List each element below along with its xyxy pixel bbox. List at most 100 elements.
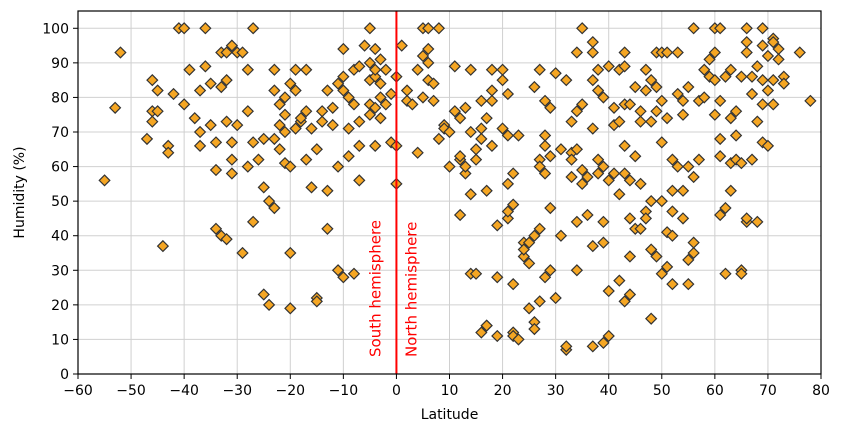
data-point — [278, 108, 292, 121]
data-point — [623, 250, 637, 263]
data-point — [698, 63, 711, 76]
data-point — [740, 212, 753, 225]
data-point — [331, 264, 345, 277]
data-point — [629, 150, 642, 163]
data-point — [416, 91, 430, 104]
x-tick-label: −60 — [63, 383, 93, 399]
data-point — [570, 46, 584, 59]
data-point — [252, 153, 265, 166]
data-point — [767, 35, 780, 49]
data-point — [321, 184, 334, 197]
data-point — [177, 98, 191, 111]
y-tick-label: 40 — [51, 229, 69, 245]
data-point — [570, 143, 584, 156]
data-point — [586, 35, 599, 49]
data-point — [475, 122, 488, 135]
data-point — [241, 105, 254, 118]
data-point — [246, 136, 260, 149]
data-point — [289, 122, 302, 135]
data-point — [751, 115, 764, 128]
data-point — [682, 277, 695, 291]
data-point — [379, 98, 392, 111]
data-point — [432, 22, 446, 35]
data-point — [756, 22, 769, 35]
data-point — [761, 139, 775, 152]
data-point — [554, 143, 568, 156]
data-point — [432, 132, 446, 146]
data-point — [623, 98, 637, 111]
data-point — [714, 22, 727, 35]
data-point — [512, 333, 525, 346]
data-point — [501, 205, 515, 218]
data-point — [745, 87, 759, 101]
data-point — [719, 201, 732, 215]
data-point — [215, 229, 228, 242]
data-point — [666, 205, 679, 218]
data-point — [719, 70, 732, 83]
data-point — [315, 115, 329, 128]
data-point — [300, 105, 313, 118]
data-point — [565, 153, 578, 166]
data-point — [597, 91, 610, 104]
data-point — [650, 250, 663, 263]
data-point — [623, 212, 637, 225]
data-point — [602, 284, 615, 298]
data-point — [278, 91, 292, 104]
data-point — [591, 167, 605, 180]
data-point — [337, 70, 350, 83]
data-point — [560, 340, 573, 353]
data-point — [475, 94, 488, 108]
data-point — [655, 194, 668, 208]
data-point — [193, 125, 207, 139]
data-point — [331, 77, 345, 90]
data-point — [188, 112, 201, 125]
data-point — [400, 94, 414, 108]
data-point — [591, 63, 605, 76]
data-point — [284, 77, 297, 90]
data-point — [310, 295, 323, 308]
data-point — [480, 184, 493, 197]
data-point — [708, 73, 722, 87]
data-point — [549, 291, 562, 305]
data-point — [660, 46, 674, 59]
y-tick-label: 70 — [51, 125, 69, 141]
data-point — [655, 136, 668, 149]
data-point — [496, 122, 509, 135]
data-point — [586, 46, 599, 59]
data-point — [735, 70, 748, 83]
data-point — [363, 22, 377, 35]
data-point — [209, 163, 223, 177]
data-point — [379, 63, 392, 76]
data-point — [724, 112, 737, 125]
data-point — [660, 112, 674, 125]
x-tick-label: −30 — [222, 383, 252, 399]
data-point — [544, 264, 557, 277]
data-point — [528, 322, 541, 336]
data-point — [257, 132, 270, 146]
data-point — [491, 329, 504, 343]
data-point — [682, 253, 695, 267]
data-point — [602, 329, 615, 343]
data-point — [284, 302, 297, 315]
data-point — [581, 170, 594, 184]
data-point — [300, 153, 313, 166]
data-point — [756, 39, 769, 52]
data-point — [538, 139, 552, 152]
data-point — [475, 132, 488, 146]
data-point — [618, 139, 631, 152]
data-point — [740, 35, 753, 49]
data-point — [735, 267, 748, 280]
data-point — [671, 46, 684, 59]
data-point — [491, 271, 504, 284]
data-point — [358, 39, 371, 52]
data-point — [745, 153, 759, 166]
data-point — [353, 139, 366, 152]
data-point — [729, 105, 743, 118]
data-point — [464, 125, 477, 139]
data-point — [666, 277, 679, 291]
data-point — [459, 101, 472, 114]
data-point — [645, 115, 658, 128]
data-point — [597, 215, 610, 229]
data-point — [395, 39, 408, 52]
